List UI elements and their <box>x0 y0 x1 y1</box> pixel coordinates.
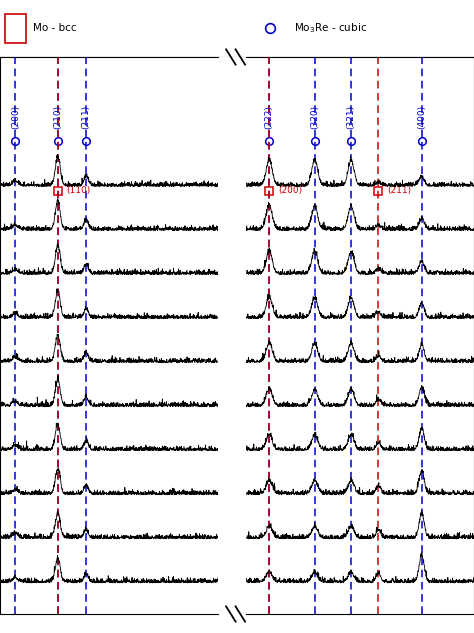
Text: (110): (110) <box>66 186 91 195</box>
Text: Mo - bcc: Mo - bcc <box>33 23 77 34</box>
Text: (222): (222) <box>265 106 273 129</box>
Text: (200): (200) <box>278 186 302 195</box>
Text: (400): (400) <box>417 105 426 129</box>
Text: (211): (211) <box>82 105 91 129</box>
Bar <box>5 14 26 43</box>
Text: (211): (211) <box>388 186 411 195</box>
Text: Mo$_3$Re - cubic: Mo$_3$Re - cubic <box>294 22 367 35</box>
Text: (321): (321) <box>346 105 356 129</box>
Text: (210): (210) <box>53 105 62 129</box>
Text: (320): (320) <box>310 105 319 129</box>
Text: (200): (200) <box>11 105 20 129</box>
